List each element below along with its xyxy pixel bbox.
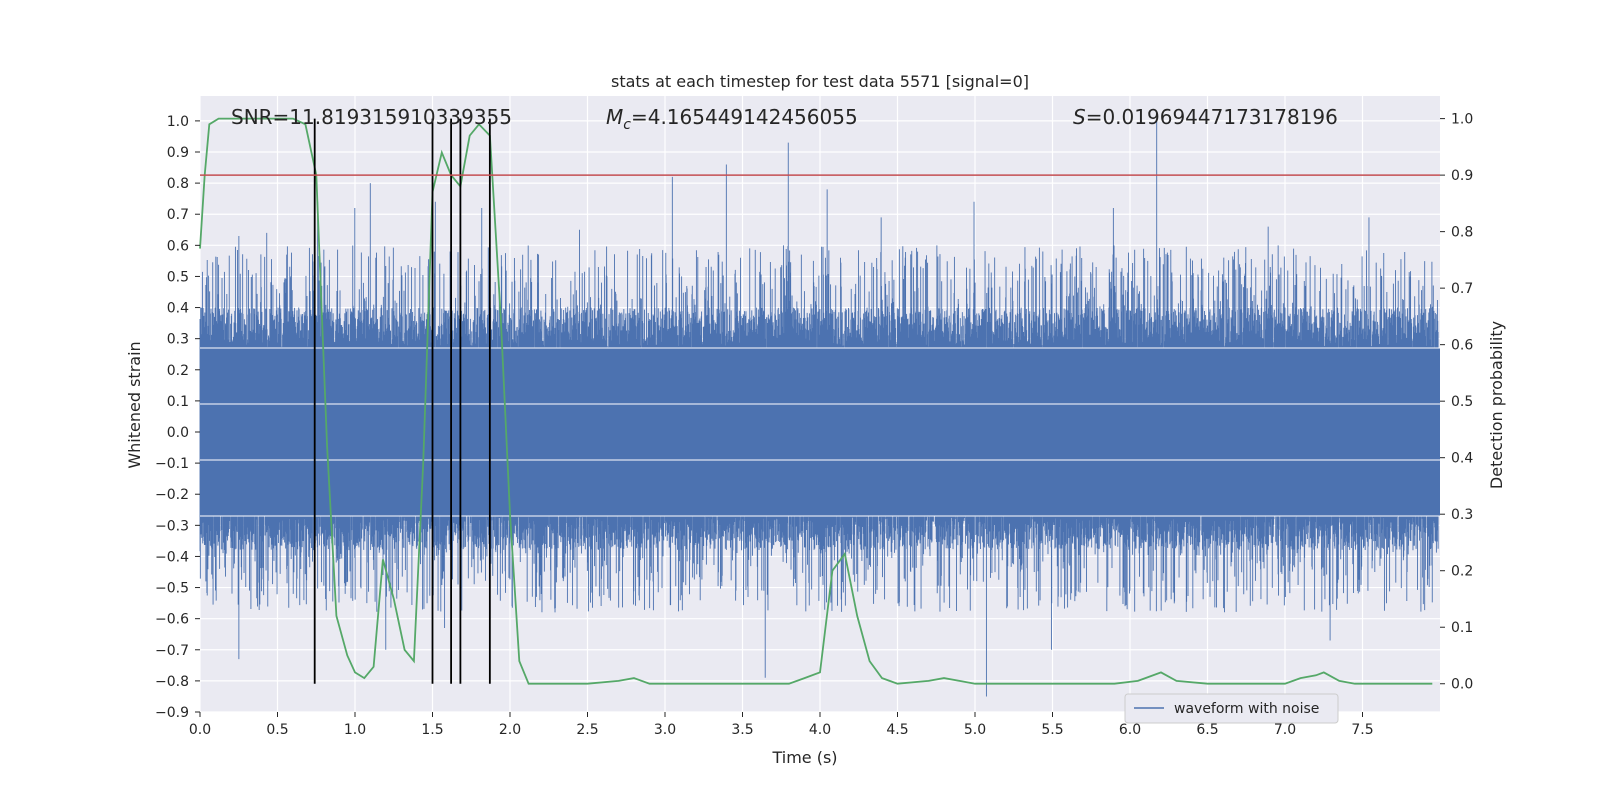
right-tick-label-5: 0.5 <box>1451 394 1473 410</box>
left-tick-label-8: −0.1 <box>155 456 189 472</box>
x-tick-label-1: 0.5 <box>266 722 288 738</box>
right-tick-label-6: 0.6 <box>1451 338 1473 354</box>
x-tick-label-5: 2.5 <box>576 722 598 738</box>
x-axis-label: Time (s) <box>771 748 837 767</box>
x-tick-label-12: 6.0 <box>1119 722 1141 738</box>
s-value: =0.019694471731781​96 <box>1086 105 1338 129</box>
x-tick-label-9: 4.5 <box>886 722 908 738</box>
x-tick-label-2: 1.0 <box>344 722 366 738</box>
left-tick-label-0: −0.9 <box>155 705 189 721</box>
left-tick-label-7: −0.2 <box>155 487 189 503</box>
x-tick-label-0: 0.0 <box>189 722 211 738</box>
left-tick-label-18: 0.9 <box>167 145 189 161</box>
chirp-mass-subscript: c <box>623 117 631 133</box>
x-tick-label-15: 7.5 <box>1351 722 1373 738</box>
left-tick-label-9: 0.0 <box>167 425 189 441</box>
legend-box <box>1124 693 1339 724</box>
left-tick-label-11: 0.2 <box>167 363 189 379</box>
snr-annotation: SNR=11.819315910339355 <box>231 105 512 129</box>
legend-label: waveform with noise <box>1174 701 1319 717</box>
left-tick-label-12: 0.3 <box>167 332 189 348</box>
chirp-mass-annotation: Mc=4.165449142456055 <box>606 105 858 133</box>
left-tick-label-4: −0.5 <box>155 581 189 597</box>
waveform-with-noise-series <box>199 120 1440 697</box>
detection-probability-series <box>199 117 1433 685</box>
x-tick-label-13: 6.5 <box>1196 722 1218 738</box>
right-axis-ticks: 0.0 0.1 0.2 0.3 0.4 0.5 0.6 0.7 0.8 0.9 1.0 <box>1440 112 1473 693</box>
left-tick-label-2: −0.7 <box>155 643 189 659</box>
x-tick-label-3: 1.5 <box>421 722 443 738</box>
x-tick-label-14: 7.0 <box>1274 722 1296 738</box>
left-tick-label-5: −0.4 <box>155 549 189 565</box>
right-tick-label-2: 0.2 <box>1451 564 1473 580</box>
legend: waveform with noise <box>1124 693 1339 724</box>
left-tick-label-14: 0.5 <box>167 269 189 285</box>
probability-line <box>199 117 1433 685</box>
s-symbol: S <box>1073 105 1086 129</box>
left-axis-ticks: −0.9 −0.8 −0.7 −0.6 −0.5 −0.4 −0.3 −0.2 −0.1 0.0 0… <box>155 114 200 721</box>
right-tick-label-3: 0.3 <box>1451 507 1473 523</box>
right-tick-label-8: 0.8 <box>1451 225 1473 241</box>
left-tick-label-13: 0.4 <box>167 301 189 317</box>
chart-title: stats at each timestep for test data 557… <box>611 72 1029 91</box>
vertical-markers <box>313 118 491 684</box>
left-tick-label-6: −0.3 <box>155 518 189 534</box>
left-tick-label-16: 0.7 <box>167 207 189 223</box>
right-tick-label-9: 0.9 <box>1451 168 1473 184</box>
left-tick-label-15: 0.6 <box>167 238 189 254</box>
right-axis-label: Detection probability <box>1487 321 1506 489</box>
right-tick-label-1: 0.1 <box>1451 620 1473 636</box>
left-tick-label-1: −0.8 <box>155 674 189 690</box>
x-tick-label-7: 3.5 <box>731 722 753 738</box>
left-tick-label-10: 0.1 <box>167 394 189 410</box>
right-tick-label-10: 1.0 <box>1451 112 1473 128</box>
x-axis-ticks: 0.0 0.5 1.0 1.5 2.0 2.5 3.0 3.5 4.0 4.5 5.0 5.5 6.0 6… <box>189 712 1374 738</box>
left-tick-label-17: 0.8 <box>167 176 189 192</box>
waveform-dense-band <box>200 348 1440 516</box>
x-tick-label-10: 5.0 <box>964 722 986 738</box>
x-tick-label-11: 5.5 <box>1041 722 1063 738</box>
right-tick-label-0: 0.0 <box>1451 677 1473 693</box>
x-tick-label-6: 3.0 <box>654 722 676 738</box>
left-tick-label-19: 1.0 <box>167 114 189 130</box>
right-tick-label-4: 0.4 <box>1451 451 1473 467</box>
x-tick-label-8: 4.0 <box>809 722 831 738</box>
right-tick-label-7: 0.7 <box>1451 281 1473 297</box>
s-annotation: S=0.019694471731781​96 <box>1073 105 1338 129</box>
chirp-mass-symbol: M <box>606 105 623 129</box>
x-tick-label-4: 2.0 <box>499 722 521 738</box>
left-tick-label-3: −0.6 <box>155 612 189 628</box>
left-axis-label: Whitened strain <box>125 341 144 468</box>
chirp-mass-value: =4.165449142456055 <box>631 105 858 129</box>
